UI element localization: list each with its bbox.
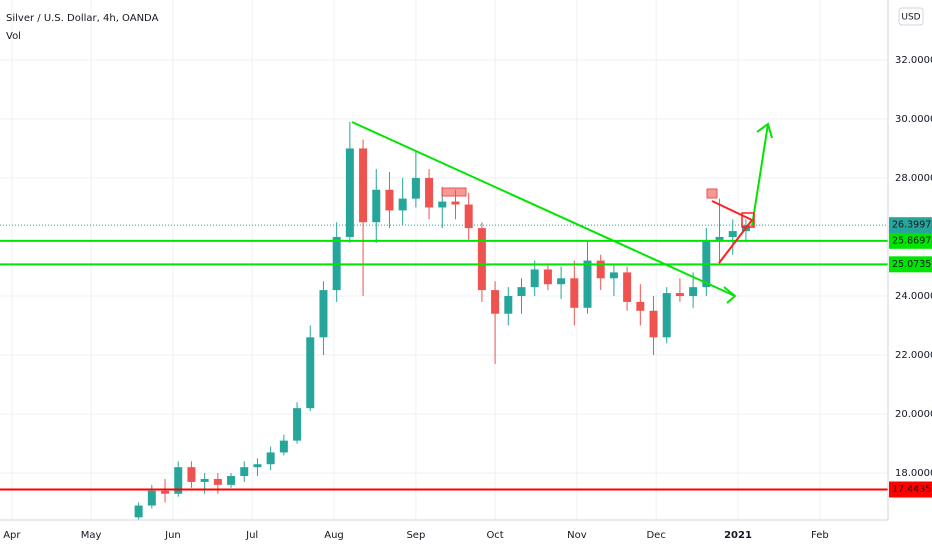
candle-body <box>636 301 645 311</box>
candle-body <box>649 310 658 338</box>
candle-body <box>517 287 526 297</box>
candle-body <box>530 269 539 288</box>
price-label: 17.44358 <box>892 484 932 495</box>
x-tick-label: Sep <box>406 530 425 541</box>
y-tick-label: 18.00000 <box>895 468 932 479</box>
candle-body <box>253 464 262 468</box>
candle-body <box>200 478 209 482</box>
candle-body <box>675 293 684 297</box>
candle-body <box>174 467 183 494</box>
candle-body <box>213 478 222 485</box>
price-label: 26.39972 <box>892 220 932 231</box>
candle-body <box>425 177 434 208</box>
candle-body <box>438 201 447 208</box>
x-tick-label: Feb <box>811 530 829 541</box>
candle-body <box>491 290 500 314</box>
triangle <box>711 200 754 264</box>
x-tick-label: Jul <box>245 530 258 541</box>
candle-body <box>570 278 579 308</box>
chart-title: Silver / U.S. Dollar, 4h, OANDA <box>6 13 159 24</box>
candle-body <box>411 177 420 199</box>
candle-body <box>385 189 394 211</box>
candle-body <box>372 189 381 223</box>
candle-body <box>662 293 671 338</box>
y-tick-label: 22.00000 <box>895 350 932 361</box>
candle-body <box>583 260 592 308</box>
candle-body <box>161 490 170 494</box>
price-label: 25.07355 <box>892 259 932 270</box>
triangle-box <box>741 212 755 228</box>
x-tick-label: Nov <box>567 530 587 541</box>
levels: 25.86978 25.07355 17.44358 26.39972 <box>0 217 932 498</box>
x-tick-label: Aug <box>324 530 344 541</box>
highlight-box <box>706 188 718 199</box>
y-tick-label: 30.00000 <box>895 114 932 125</box>
price-label-box <box>889 481 932 498</box>
currency-label[interactable]: USD <box>901 13 920 23</box>
price-label: 25.86978 <box>892 235 932 246</box>
target-arrow <box>751 123 769 227</box>
x-tick-label: Apr <box>3 530 21 541</box>
candle-body <box>728 231 737 237</box>
candle-body <box>596 260 605 279</box>
candle-body <box>359 148 368 223</box>
x-tick-label: May <box>81 530 102 541</box>
candle-body <box>293 408 302 441</box>
price-label-box <box>889 256 932 273</box>
candle-body <box>689 287 698 297</box>
candle-body <box>715 236 724 240</box>
candle-body <box>134 505 143 518</box>
arrow-head <box>756 122 773 139</box>
candle-body <box>398 198 407 211</box>
x-tick-label: 2021 <box>724 530 752 541</box>
y-tick-label: 32.00000 <box>895 55 932 66</box>
x-tick-label: Dec <box>646 530 665 541</box>
highlight-box <box>441 187 467 197</box>
candle-body <box>464 204 473 229</box>
price-label-box <box>889 217 932 234</box>
x-tick-label: Jun <box>164 530 181 541</box>
price-label-box <box>889 232 932 249</box>
drawings <box>351 121 773 304</box>
candle-body <box>451 201 460 205</box>
trend-line <box>351 121 736 297</box>
candle-body <box>557 278 566 285</box>
candle-body <box>477 228 486 291</box>
candle-body <box>504 296 513 314</box>
x-tick-label: Oct <box>486 530 503 541</box>
y-tick-label: 28.00000 <box>895 173 932 184</box>
candle-body <box>623 272 632 302</box>
candle-body <box>240 467 249 477</box>
y-tick-label: 20.00000 <box>895 409 932 420</box>
candle-body <box>345 148 354 237</box>
indicator-label: Vol <box>6 31 21 42</box>
candle-body <box>279 440 288 453</box>
candle-body <box>306 337 315 409</box>
candle-body <box>609 272 618 279</box>
candle-body <box>543 269 552 285</box>
y-tick-label: 24.00000 <box>895 291 932 302</box>
grid <box>0 0 888 520</box>
arrow-head <box>723 286 737 304</box>
candle-body <box>147 490 156 506</box>
candle-body <box>266 452 275 465</box>
currency-button[interactable] <box>898 7 924 26</box>
axes: 18.00000 20.00000 22.00000 24.00000 28.00000… <box>3 55 932 541</box>
candle-body <box>227 476 236 485</box>
candle-body <box>187 467 196 482</box>
candle-body <box>319 290 328 338</box>
